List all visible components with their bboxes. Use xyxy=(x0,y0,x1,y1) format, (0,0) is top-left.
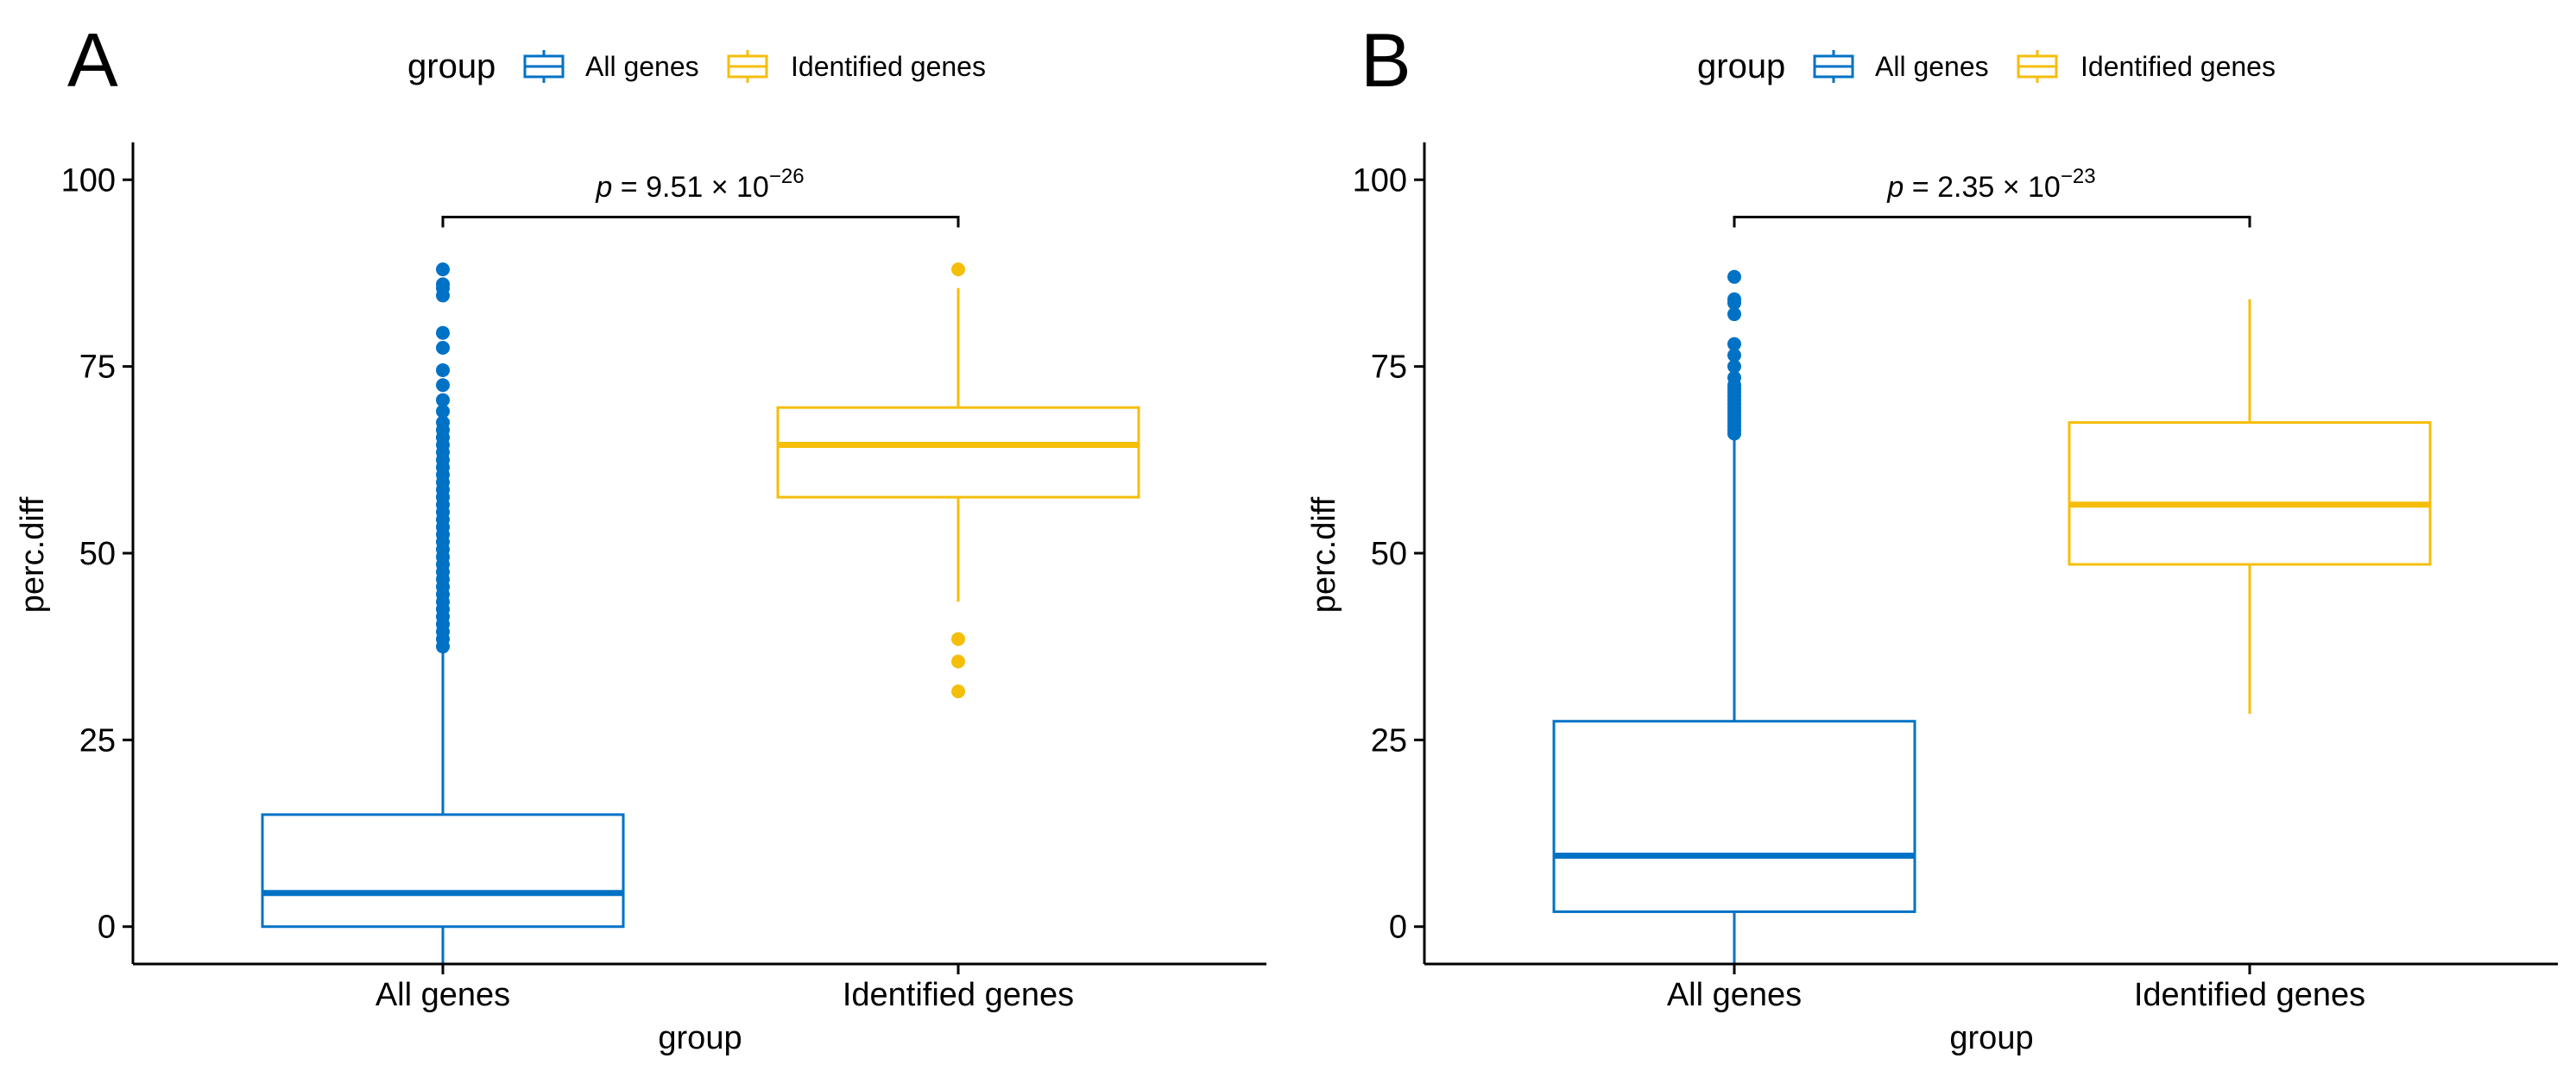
box-all-genes xyxy=(1552,269,1916,964)
x-tick-label-all-genes: All genes xyxy=(1667,977,1802,1013)
outlier-point xyxy=(1727,337,1741,351)
x-axis-title: group xyxy=(658,1020,742,1056)
outlier-point xyxy=(436,262,450,277)
outlier-point xyxy=(1727,359,1741,374)
p-value-text: = 9.51 × 10 xyxy=(612,171,769,204)
legend-key-identified-genes xyxy=(727,50,768,83)
outlier-point xyxy=(436,393,450,407)
significance-bracket xyxy=(1733,216,2251,228)
legend: group All genes Identified genes xyxy=(407,47,986,85)
p-value-exponent: −23 xyxy=(2061,165,2096,188)
y-tick-label-50: 50 xyxy=(1371,536,1407,572)
y-axis-title: perc.diff xyxy=(15,496,51,613)
legend: group All genes Identified genes xyxy=(1697,47,2276,85)
significance-annotation: p = 2.35 × 10−23 xyxy=(1733,165,2251,228)
outlier-point xyxy=(1727,269,1741,284)
y-tick-label-50: 50 xyxy=(79,536,116,572)
x-axis-title: group xyxy=(1949,1020,2033,1056)
y-tick-label-75: 75 xyxy=(1371,350,1407,386)
significance-annotation: p = 9.51 × 10−26 xyxy=(441,165,960,228)
legend-label-all-genes: All genes xyxy=(1875,51,1989,82)
x-tick-label-all-genes: All genes xyxy=(376,977,510,1013)
panel-b: B group All genes Identified genes perc.… xyxy=(1306,17,2558,1056)
y-axis-ticks: 0 25 50 75 100 xyxy=(61,162,133,946)
axes xyxy=(1423,142,2558,966)
box-identified-genes xyxy=(2068,299,2432,715)
outlier-point xyxy=(436,325,450,340)
legend-title: group xyxy=(407,47,496,85)
legend-key-identified-genes xyxy=(2017,50,2058,83)
outlier-point xyxy=(1727,370,1741,385)
p-symbol: p xyxy=(1886,171,1904,204)
outlier-point xyxy=(1727,307,1741,322)
outlier-point xyxy=(951,684,965,699)
outlier-point xyxy=(1727,348,1741,362)
outlier-point xyxy=(436,378,450,393)
panel-label: B xyxy=(1361,17,1411,103)
p-value-exponent: −26 xyxy=(769,165,805,188)
legend-label-all-genes: All genes xyxy=(585,51,699,82)
outlier-point xyxy=(951,654,965,669)
boxes xyxy=(1552,269,2432,964)
outlier-point xyxy=(436,362,450,377)
legend-label-identified-genes: Identified genes xyxy=(791,51,986,82)
p-value-label: p = 2.35 × 10−23 xyxy=(1886,165,2095,204)
y-tick-label-25: 25 xyxy=(1371,722,1407,759)
legend-label-identified-genes: Identified genes xyxy=(2080,51,2276,82)
legend-title: group xyxy=(1697,47,1785,85)
y-axis-title: perc.diff xyxy=(1306,496,1342,613)
box-identified-genes xyxy=(776,262,1140,699)
boxes xyxy=(261,262,1140,964)
y-tick-label-75: 75 xyxy=(79,350,116,386)
y-axis-ticks: 0 25 50 75 100 xyxy=(1353,162,1424,946)
outlier-point xyxy=(436,341,450,355)
iqr-box xyxy=(261,813,625,929)
panel-label: A xyxy=(67,17,118,103)
x-tick-label-identified-genes: Identified genes xyxy=(843,977,1074,1013)
legend-key-all-genes xyxy=(523,50,565,83)
outlier-point xyxy=(436,415,450,430)
outlier-point xyxy=(1727,292,1741,306)
x-tick-label-identified-genes: Identified genes xyxy=(2134,977,2365,1013)
y-tick-label-0: 0 xyxy=(98,910,116,946)
outlier-point xyxy=(951,632,965,646)
x-axis-ticks: All genes Identified genes xyxy=(376,964,1074,1013)
iqr-box xyxy=(1552,720,1916,913)
y-tick-label-25: 25 xyxy=(79,722,116,759)
outlier-point xyxy=(436,404,450,419)
legend-key-all-genes xyxy=(1813,50,1854,83)
y-tick-label-0: 0 xyxy=(1389,910,1407,946)
outlier-point xyxy=(436,277,450,292)
axes xyxy=(131,142,1266,966)
panel-a: A group All genes Identified genes perc.… xyxy=(15,17,1266,1056)
p-value-label: p = 9.51 × 10−26 xyxy=(595,165,804,204)
y-tick-label-100: 100 xyxy=(61,162,116,198)
box-all-genes xyxy=(261,262,625,964)
iqr-box xyxy=(2068,421,2432,566)
y-tick-label-100: 100 xyxy=(1353,162,1407,198)
iqr-box xyxy=(776,406,1140,499)
p-symbol: p xyxy=(595,171,612,204)
outlier-point xyxy=(951,262,965,277)
p-value-text: = 2.35 × 10 xyxy=(1904,171,2061,204)
x-axis-ticks: All genes Identified genes xyxy=(1667,964,2365,1013)
significance-bracket xyxy=(441,216,960,228)
